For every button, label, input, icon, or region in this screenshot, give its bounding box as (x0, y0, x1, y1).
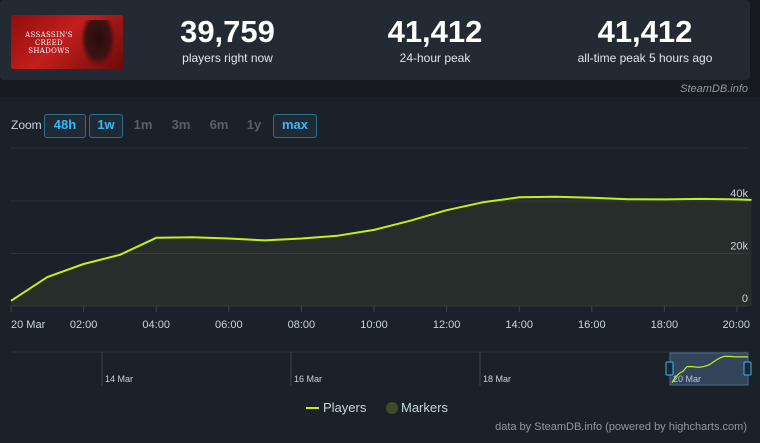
x-tick-label: 10:00 (360, 319, 388, 331)
game-art-figure (81, 20, 115, 66)
navigator-tick-label: 18 Mar (483, 374, 511, 384)
navigator-tick-label: 14 Mar (105, 374, 133, 384)
x-tick-label: 06:00 (215, 319, 243, 331)
legend-markers-dot (386, 402, 398, 414)
navigator[interactable]: 14 Mar 16 Mar 18 Mar 20 Mar (11, 351, 752, 386)
x-tick-label: 08:00 (288, 319, 316, 331)
navigator-right-handle (743, 361, 752, 376)
legend-marks (306, 402, 398, 414)
stat-label: players right now (182, 51, 273, 65)
stat-value: 39,759 (180, 14, 275, 49)
stats-bar: ASSASSIN'S CREED SHADOWS 39,759 players … (0, 0, 750, 80)
players-area (11, 196, 752, 306)
grid-lines (11, 147, 748, 307)
y-tick-label: 20k (730, 241, 748, 253)
zoom-3m-button[interactable]: 3m (171, 117, 191, 132)
legend-markers[interactable]: Markers (401, 400, 448, 415)
stat-label: 24-hour peak (399, 51, 471, 65)
game-logo-text: ASSASSIN'S CREED SHADOWS (25, 31, 73, 55)
stat-value: 41,412 (597, 14, 693, 49)
y-axis-ticks: 0 20k 40k (730, 188, 748, 305)
zoom-max-button[interactable]: max (273, 114, 317, 138)
players-line (10, 195, 752, 302)
y-tick-label: 0 (742, 293, 748, 305)
zoom-1m-button[interactable]: 1m (133, 117, 153, 132)
zoom-6m-button[interactable]: 6m (209, 117, 229, 132)
zoom-1w-button[interactable]: 1w (89, 114, 123, 138)
y-tick-label: 40k (730, 188, 748, 200)
x-tick-label: 16:00 (578, 319, 606, 331)
stat-all-time-peak: 41,412 all-time peak 5 hours ago (560, 14, 730, 66)
navigator-selection (669, 352, 749, 386)
stat-24h-peak: 41,412 24-hour peak (370, 14, 500, 66)
x-tick-label: 02:00 (70, 319, 98, 331)
navigator-series-line (671, 355, 749, 384)
x-axis-ticks: 20 Mar 02:00 04:00 06:00 08:00 10:00 12:00 14:0… (10, 306, 750, 331)
source-label[interactable]: SteamDB.info (680, 83, 748, 95)
credit-text[interactable]: data by SteamDB.info (powered by highcha… (495, 421, 747, 433)
navigator-tick-label: 20 Mar (673, 374, 701, 384)
stat-players-now: 39,759 players right now (170, 14, 285, 66)
chart-panel (0, 97, 760, 443)
x-tick-label: 20 Mar (11, 319, 46, 331)
zoom-48h-button[interactable]: 48h (44, 114, 86, 138)
game-thumbnail[interactable]: ASSASSIN'S CREED SHADOWS (11, 15, 123, 69)
navigator-left-handle (665, 361, 674, 376)
navigator-tick-label: 16 Mar (294, 374, 322, 384)
legend-players[interactable]: Players (323, 400, 367, 415)
x-tick-label: 18:00 (651, 319, 679, 331)
x-tick-label: 20:00 (722, 319, 750, 331)
x-tick-label: 04:00 (142, 319, 170, 331)
x-tick-label: 12:00 (433, 319, 461, 331)
stat-label: all-time peak 5 hours ago (577, 51, 713, 65)
stat-value: 41,412 (387, 14, 483, 49)
zoom-1y-button[interactable]: 1y (246, 117, 262, 132)
x-tick-label: 14:00 (505, 319, 533, 331)
zoom-label: Zoom (11, 118, 42, 132)
